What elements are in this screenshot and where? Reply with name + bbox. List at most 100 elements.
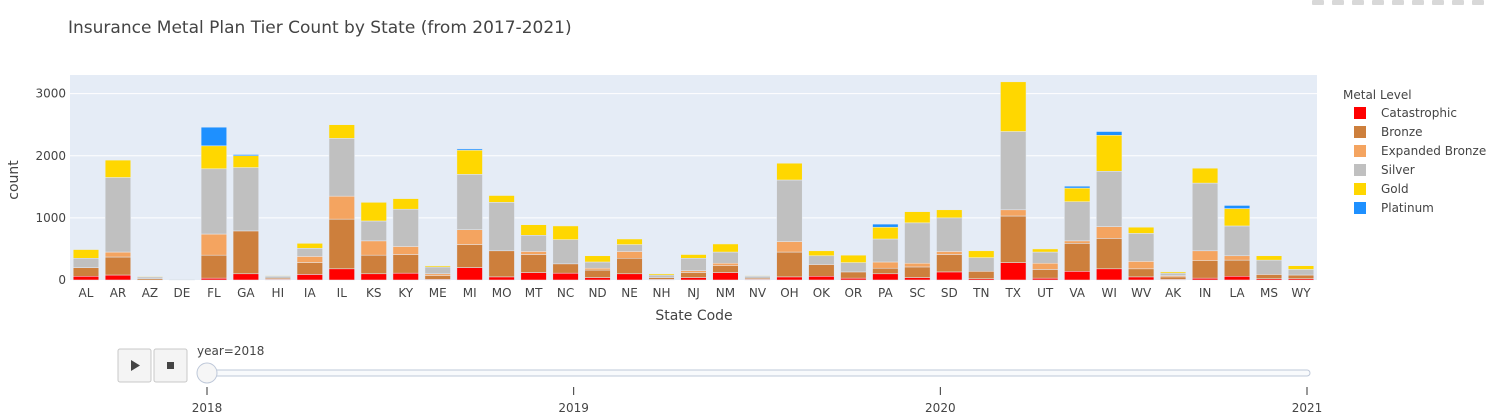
plot-modebar[interactable] [1312, 0, 1484, 6]
bar-segment[interactable] [1192, 250, 1219, 261]
bar-segment[interactable] [616, 273, 643, 281]
zoom-out-icon[interactable] [1432, 0, 1444, 5]
bar-segment[interactable] [104, 251, 132, 258]
bar-segment[interactable] [808, 255, 835, 265]
bar-segment[interactable] [1064, 187, 1091, 202]
bar-segment[interactable] [488, 250, 515, 278]
bar-segment[interactable] [904, 211, 931, 224]
bar-segment[interactable] [616, 244, 643, 252]
bar-segment[interactable] [392, 254, 419, 274]
bars[interactable] [72, 81, 1315, 281]
bar-segment[interactable] [872, 223, 899, 228]
bar-segment[interactable] [1064, 271, 1091, 281]
bar-segment[interactable] [584, 277, 611, 281]
bar-segment[interactable] [520, 272, 547, 281]
bar-segment[interactable] [1224, 225, 1251, 257]
bar-segment[interactable] [616, 251, 643, 259]
bar-segment[interactable] [392, 272, 419, 281]
bar-segment[interactable] [1255, 255, 1283, 261]
bar-segment[interactable] [1224, 205, 1251, 209]
bar-segment[interactable] [1128, 261, 1155, 270]
bar-segment[interactable] [1032, 262, 1059, 270]
bar-segment[interactable] [200, 233, 227, 256]
bar-segment[interactable] [1160, 272, 1187, 276]
bar-segment[interactable] [296, 248, 323, 257]
bar-segment[interactable] [712, 251, 739, 264]
bar-segment[interactable] [936, 217, 963, 252]
bar-segment[interactable] [296, 274, 323, 281]
legend-item[interactable]: Catastrophic [1354, 106, 1457, 120]
bar-segment[interactable] [360, 202, 387, 222]
bar-segment[interactable] [232, 230, 259, 275]
reset-axes-icon[interactable] [1472, 0, 1484, 5]
bar-segment[interactable] [360, 220, 387, 242]
bar-segment[interactable] [136, 276, 163, 280]
bar-segment[interactable] [392, 198, 419, 210]
bar-segment[interactable] [1064, 201, 1091, 242]
bar-segment[interactable] [552, 239, 579, 265]
bar-segment[interactable] [1128, 233, 1155, 262]
bar-segment[interactable] [232, 167, 259, 232]
bar-segment[interactable] [72, 267, 100, 277]
bar-segment[interactable] [264, 276, 291, 279]
bar-segment[interactable] [1287, 265, 1315, 270]
bar-segment[interactable] [200, 168, 227, 235]
bar-segment[interactable] [872, 226, 899, 240]
bar-segment[interactable] [1192, 167, 1219, 184]
legend-item[interactable]: Platinum [1354, 201, 1434, 215]
bar-segment[interactable] [1224, 276, 1251, 281]
bar-segment[interactable] [904, 222, 931, 264]
bar-segment[interactable] [776, 162, 803, 181]
bar-segment[interactable] [1000, 262, 1027, 281]
legend-item[interactable]: Expanded Bronze [1354, 144, 1486, 158]
bar-segment[interactable] [1000, 209, 1027, 217]
bar-segment[interactable] [1224, 259, 1251, 277]
bar-segment[interactable] [872, 273, 899, 281]
bar-segment[interactable] [1096, 238, 1123, 270]
bar-segment[interactable] [168, 279, 195, 281]
bar-segment[interactable] [456, 229, 483, 245]
bar-segment[interactable] [1192, 277, 1219, 281]
bar-segment[interactable] [136, 276, 163, 278]
bar-segment[interactable] [296, 243, 323, 249]
bar-segment[interactable] [1160, 276, 1187, 280]
bar-segment[interactable] [584, 269, 611, 278]
bar-segment[interactable] [1000, 81, 1027, 132]
bar-segment[interactable] [264, 275, 291, 277]
bar-segment[interactable] [904, 262, 931, 268]
bar-segment[interactable] [1064, 240, 1091, 244]
bar-segment[interactable] [680, 272, 707, 278]
bar-segment[interactable] [904, 277, 931, 281]
bar-segment[interactable] [936, 271, 963, 281]
bar-segment[interactable] [648, 274, 675, 278]
bar-segment[interactable] [680, 270, 707, 273]
bar-segment[interactable] [520, 235, 547, 252]
bar-segment[interactable] [584, 261, 611, 269]
bar-segment[interactable] [584, 255, 611, 263]
bar-segment[interactable] [328, 268, 355, 281]
bar-segment[interactable] [456, 174, 483, 230]
bar-segment[interactable] [904, 266, 931, 278]
bar-segment[interactable] [872, 267, 899, 275]
camera-icon[interactable] [1312, 0, 1324, 5]
bar-segment[interactable] [232, 154, 259, 157]
bar-segment[interactable] [936, 209, 963, 219]
bar-segment[interactable] [968, 271, 995, 280]
bar-segment[interactable] [680, 277, 707, 281]
bar-segment[interactable] [232, 273, 259, 281]
lasso-icon[interactable] [1392, 0, 1404, 5]
bar-segment[interactable] [936, 254, 963, 273]
bar-segment[interactable] [1032, 248, 1059, 253]
play-button[interactable] [117, 348, 152, 383]
bar-segment[interactable] [872, 238, 899, 263]
bar-segment[interactable] [1160, 271, 1187, 274]
bar-segment[interactable] [584, 267, 611, 271]
bar-segment[interactable] [456, 148, 483, 151]
bar-segment[interactable] [104, 274, 132, 281]
bar-segment[interactable] [1032, 277, 1059, 281]
bar-segment[interactable] [1064, 243, 1091, 272]
bar-segment[interactable] [1032, 269, 1059, 279]
bar-segment[interactable] [1224, 255, 1251, 261]
bar-segment[interactable] [1096, 131, 1123, 136]
bar-segment[interactable] [808, 276, 835, 281]
